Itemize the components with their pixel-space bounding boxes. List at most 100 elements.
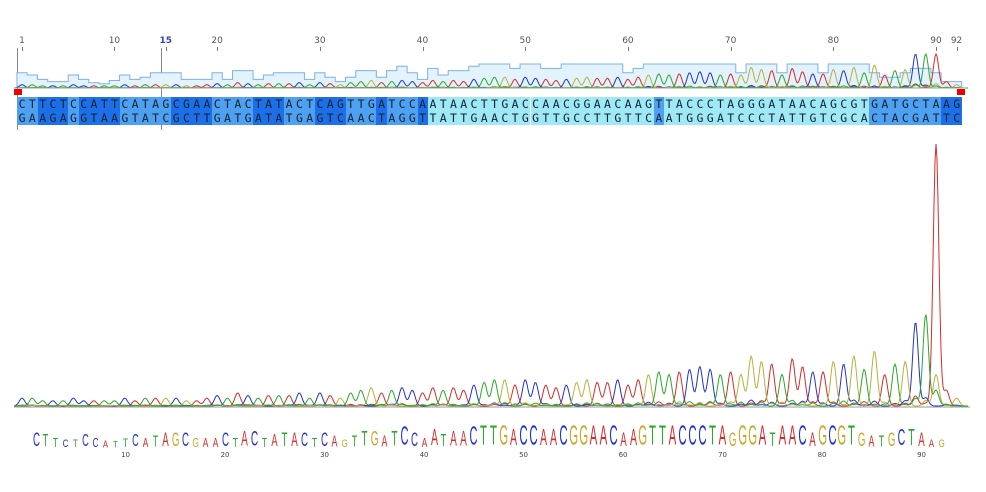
base-cell[interactable]: G	[694, 111, 706, 125]
base-cell[interactable]: A	[438, 111, 449, 125]
base-cell[interactable]: C	[807, 97, 819, 111]
base-cell[interactable]: C	[520, 97, 531, 111]
base-cell[interactable]: T	[191, 111, 202, 125]
base-cell[interactable]: T	[140, 97, 151, 111]
base-cell[interactable]: G	[212, 111, 223, 125]
base-cell[interactable]: G	[242, 111, 254, 125]
base-cell[interactable]: A	[376, 97, 387, 111]
base-cell[interactable]: T	[633, 111, 644, 125]
base-cell[interactable]: T	[325, 111, 336, 125]
base-cell[interactable]: T	[109, 97, 120, 111]
base-cell[interactable]: T	[715, 97, 726, 111]
base-cell[interactable]: A	[345, 111, 356, 125]
base-cell[interactable]: C	[242, 97, 254, 111]
base-cell[interactable]: A	[140, 111, 151, 125]
base-cell[interactable]: C	[314, 97, 326, 111]
base-cell[interactable]: A	[622, 97, 634, 111]
base-cell[interactable]: C	[181, 111, 192, 125]
base-cell[interactable]: T	[879, 111, 890, 125]
base-cell[interactable]: G	[520, 111, 531, 125]
base-cell[interactable]: A	[129, 97, 141, 111]
base-cell[interactable]: A	[58, 111, 69, 125]
base-cell[interactable]: A	[325, 97, 336, 111]
base-cell[interactable]: A	[284, 97, 295, 111]
base-cell[interactable]: C	[848, 111, 860, 125]
base-cell[interactable]: T	[417, 111, 428, 125]
base-cell[interactable]: C	[828, 111, 839, 125]
base-cell[interactable]: G	[335, 97, 346, 111]
base-cell[interactable]: T	[653, 97, 664, 111]
base-cell[interactable]: C	[910, 97, 921, 111]
base-cell[interactable]: G	[160, 97, 172, 111]
base-cell[interactable]: G	[366, 97, 377, 111]
base-cell[interactable]: G	[68, 111, 79, 125]
base-cell[interactable]: T	[489, 97, 500, 111]
base-cell[interactable]: G	[581, 97, 593, 111]
base-cell[interactable]: A	[941, 97, 952, 111]
base-cell[interactable]: A	[725, 97, 736, 111]
base-cell[interactable]: T	[150, 111, 161, 125]
base-cell[interactable]: T	[232, 111, 243, 125]
base-cell[interactable]: T	[345, 97, 356, 111]
base-cell[interactable]: A	[304, 111, 315, 125]
base-cell[interactable]: C	[335, 111, 346, 125]
base-cell[interactable]: C	[212, 97, 223, 111]
base-cell[interactable]: T	[427, 111, 439, 125]
trim-end-marker[interactable]	[957, 89, 965, 95]
base-cell[interactable]: A	[602, 97, 613, 111]
base-cell[interactable]: G	[869, 97, 880, 111]
base-cell[interactable]: C	[694, 97, 706, 111]
base-cell[interactable]: A	[88, 97, 100, 111]
base-cell[interactable]: A	[386, 111, 397, 125]
base-cell[interactable]: A	[191, 97, 202, 111]
base-cell[interactable]: C	[171, 97, 182, 111]
base-cell[interactable]: A	[551, 97, 562, 111]
base-cell[interactable]: G	[848, 97, 860, 111]
base-cell[interactable]: G	[407, 111, 418, 125]
base-cell[interactable]: C	[756, 111, 767, 125]
base-cell[interactable]: C	[561, 97, 572, 111]
base-cell[interactable]: T	[201, 111, 213, 125]
base-cell[interactable]: A	[787, 97, 798, 111]
base-cell[interactable]: G	[684, 111, 695, 125]
base-cell[interactable]: A	[664, 111, 675, 125]
base-cell[interactable]: G	[47, 111, 59, 125]
base-cell[interactable]: T	[622, 111, 634, 125]
base-cell[interactable]: C	[78, 97, 89, 111]
base-cell[interactable]: G	[828, 97, 839, 111]
base-cell[interactable]: T	[540, 111, 552, 125]
base-cell[interactable]: C	[838, 97, 849, 111]
base-cell[interactable]: G	[735, 97, 747, 111]
base-cell[interactable]: C	[366, 111, 377, 125]
base-cell[interactable]: G	[294, 111, 305, 125]
base-cell[interactable]: G	[643, 97, 654, 111]
base-cell[interactable]: G	[838, 111, 849, 125]
base-cell[interactable]: T	[263, 111, 274, 125]
cursor-line[interactable]	[160, 48, 162, 130]
base-cell[interactable]: C	[684, 97, 695, 111]
base-cell[interactable]: A	[633, 97, 644, 111]
base-cell[interactable]: T	[386, 97, 397, 111]
base-cell[interactable]: G	[951, 97, 962, 111]
base-cell[interactable]: A	[253, 111, 264, 125]
base-cell[interactable]: A	[417, 97, 428, 111]
base-cell[interactable]: A	[859, 111, 870, 125]
base-cell[interactable]: T	[920, 97, 932, 111]
base-cell[interactable]: A	[448, 97, 459, 111]
base-cell[interactable]: T	[725, 111, 736, 125]
base-cell[interactable]: T	[766, 111, 777, 125]
base-cell[interactable]: T	[355, 97, 367, 111]
base-cell[interactable]: G	[396, 111, 408, 125]
base-cell[interactable]: T	[889, 97, 901, 111]
chromatogram-panel[interactable]	[0, 140, 986, 415]
base-cell[interactable]: A	[201, 97, 213, 111]
base-cell[interactable]: A	[427, 97, 439, 111]
base-cell[interactable]: T	[818, 111, 829, 125]
base-cell[interactable]: A	[479, 111, 490, 125]
base-cell[interactable]: G	[756, 97, 767, 111]
base-cell[interactable]: T	[27, 97, 38, 111]
base-cell[interactable]: G	[314, 111, 326, 125]
base-cell[interactable]: T	[602, 111, 613, 125]
base-cell[interactable]: A	[653, 111, 664, 125]
base-cell[interactable]: T	[797, 111, 808, 125]
